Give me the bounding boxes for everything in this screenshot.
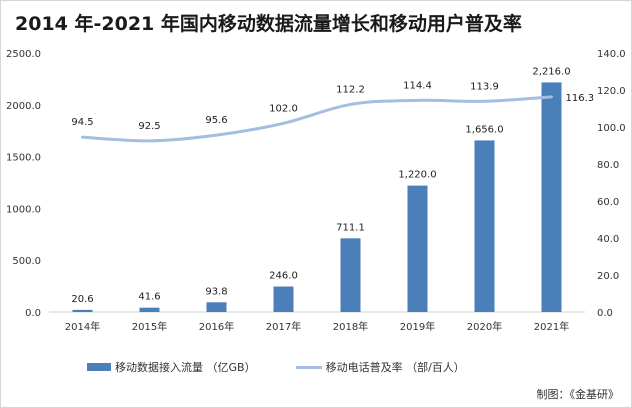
bar-value-label: 20.6 [71,294,93,305]
x-axis-ticks: 2014年 2015年 2016年 2017年 2018年 2019年 2020年 2021年 [65,320,569,333]
bar [474,140,495,312]
x-tick-label: 2015年 [132,320,167,333]
x-tick-label: 2016年 [199,320,234,333]
right-tick-label: 0.0 [597,308,613,319]
line-value-label: 92.5 [138,121,160,132]
line-value-label: 94.5 [71,117,93,128]
right-tick-label: 40.0 [597,234,619,245]
left-tick-label: 2500.0 [6,49,41,60]
line-data-labels: 94.5 92.5 95.6 102.0 112.2 114.4 113.9 116.3 [71,80,594,132]
line-value-label: 116.3 [566,93,595,104]
right-tick-label: 60.0 [597,197,619,208]
bar-value-label: 1,220.0 [398,170,436,181]
bar-value-label: 1,656.0 [465,124,503,135]
left-tick-label: 500.0 [12,256,41,267]
legend-item-bar: 移动数据接入流量 （亿GB） [87,359,256,375]
x-tick-label: 2018年 [333,320,368,333]
line-value-label: 114.4 [403,80,432,91]
x-tick-label: 2014年 [65,320,100,333]
legend-label-bar: 移动数据接入流量 （亿GB） [115,361,256,374]
bar [407,185,428,312]
bar-value-label: 41.6 [138,292,160,303]
right-tick-label: 140.0 [597,49,626,60]
left-axis-ticks: 0.0 500.0 1000.0 1500.0 2000.0 2500.0 [6,49,41,319]
legend: 移动数据接入流量 （亿GB） 移动电话普及率 （部/百人） [87,359,505,375]
legend-label-line: 移动电话普及率 （部/百人） [325,361,465,374]
line-value-label: 102.0 [269,103,298,114]
chart-title: 2014 年-2021 年国内移动数据流量增长和移动用户普及率 [15,13,522,35]
bar-value-label: 2,216.0 [532,66,570,77]
bar-series [72,82,562,313]
bar-data-labels: 20.6 41.6 93.8 246.0 711.1 1,220.0 1,656.0 2,21… [71,66,570,304]
left-tick-label: 1000.0 [6,204,41,215]
legend-item-line: 移动电话普及率 （部/百人） [295,359,465,375]
line-series [81,95,553,143]
right-tick-label: 100.0 [597,123,626,134]
line-value-label: 112.2 [336,84,365,95]
bar [541,82,562,313]
x-tick-label: 2019年 [400,320,435,333]
x-tick-label: 2017年 [266,320,301,333]
left-tick-label: 1500.0 [6,153,41,164]
legend-swatch-line [295,365,322,369]
bar [273,286,294,312]
line-value-label: 95.6 [205,115,227,126]
line-path [81,95,553,143]
left-tick-label: 2000.0 [6,101,41,112]
bar [340,238,361,312]
x-tick-label: 2020年 [467,320,502,333]
right-tick-label: 20.0 [597,271,619,282]
bar-value-label: 711.1 [336,222,365,233]
line-value-label: 113.9 [470,81,499,92]
x-tick-label: 2021年 [534,320,569,333]
left-tick-label: 0.0 [25,308,41,319]
legend-swatch-bar [87,363,111,371]
bar-value-label: 93.8 [205,286,227,297]
right-tick-label: 120.0 [597,86,626,97]
right-axis-ticks: 0.0 20.0 40.0 60.0 80.0 100.0 120.0 140.0 [597,49,626,319]
credit-text: 制图：《金基研》 [536,388,620,401]
bar [72,309,93,312]
bar [139,307,160,312]
bar [206,302,227,312]
bar-value-label: 246.0 [269,271,298,282]
right-tick-label: 80.0 [597,160,619,171]
